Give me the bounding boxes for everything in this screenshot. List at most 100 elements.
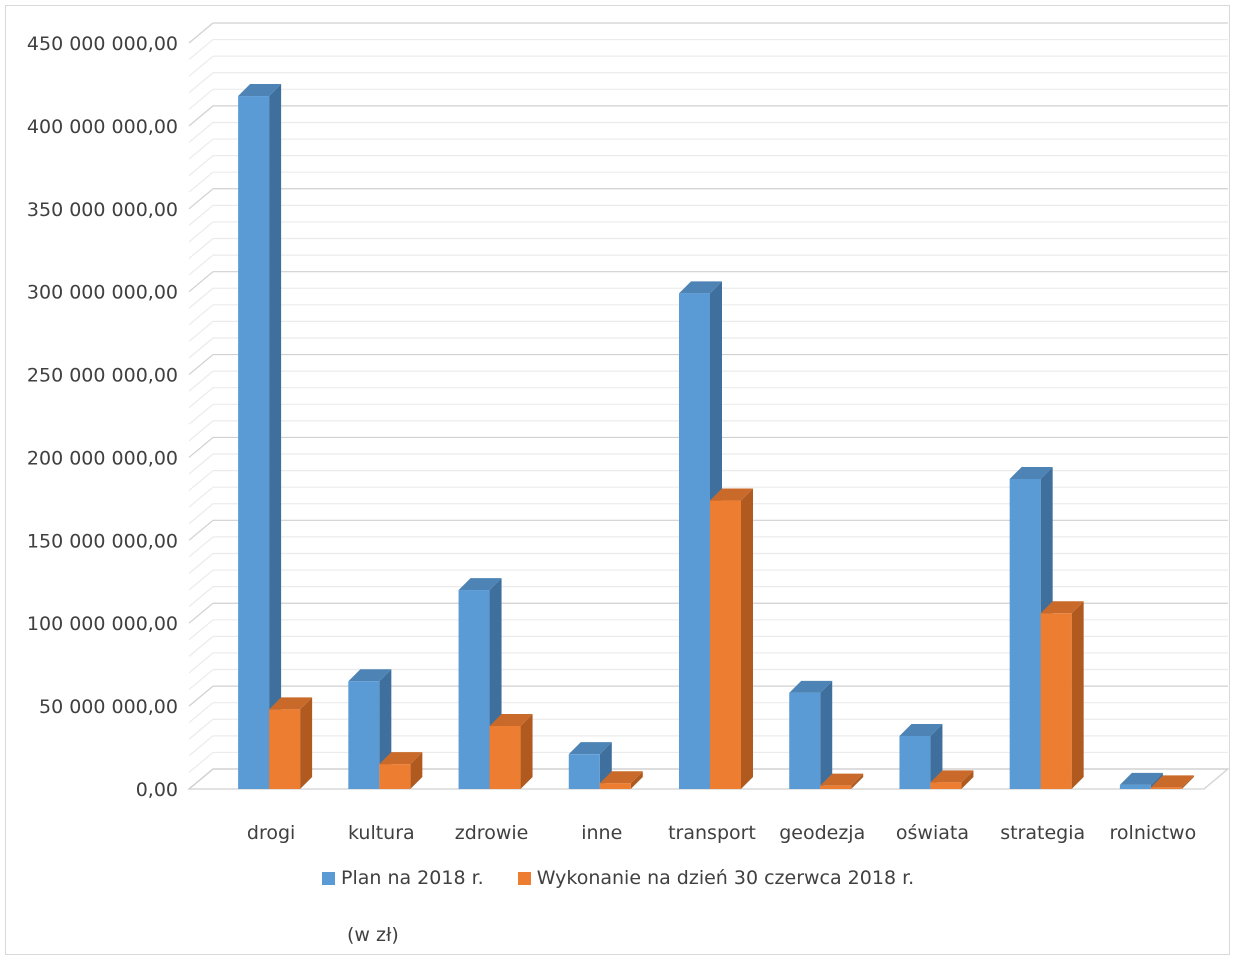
side-wall-gridline	[188, 88, 214, 110]
bar-top	[568, 742, 612, 755]
bar-side	[820, 680, 833, 789]
x-tick-label: kultura	[348, 822, 415, 844]
chart-frame: 450 000 000,00 400 000 000,00 350 000 000,…	[5, 5, 1230, 955]
side-wall-gridline	[188, 586, 214, 608]
x-tick-label: inne	[581, 822, 622, 844]
y-tick-label: 250 000 000,00	[27, 365, 178, 387]
unit-note: (w zł)	[347, 924, 399, 946]
side-wall-gridline	[188, 354, 214, 376]
side-wall-gridline	[188, 188, 214, 210]
side-wall-gridline	[188, 72, 214, 94]
bar-front	[269, 709, 301, 789]
side-wall-gridline	[188, 436, 214, 458]
side-wall-gridline	[188, 304, 214, 326]
x-tick-label: oświata	[896, 822, 969, 844]
bar-side	[1181, 775, 1194, 789]
bar-side	[520, 714, 533, 789]
bar-top	[269, 697, 313, 710]
legend-item-wykonanie: Wykonanie na dzień 30 czerwca 2018 r.	[517, 867, 914, 889]
side-wall-gridline	[188, 204, 214, 226]
side-wall-gridline	[188, 635, 214, 657]
side-wall-gridline	[188, 702, 214, 724]
bar-top	[238, 84, 282, 97]
x-axis: drogi kultura zdrowie inne transport geodezja…	[247, 822, 1196, 844]
y-tick-label: 0,00	[136, 779, 178, 801]
x-tick-label: transport	[668, 822, 756, 844]
side-wall-gridline	[188, 735, 214, 757]
side-wall-gridline	[188, 271, 214, 293]
side-wall-gridline	[188, 221, 214, 243]
bar-side	[930, 723, 943, 789]
bar-front	[238, 96, 270, 789]
side-wall-gridline	[188, 105, 214, 127]
bar-front	[679, 293, 710, 789]
bar	[379, 752, 423, 789]
bar-side	[410, 752, 423, 789]
side-wall-gridline	[188, 370, 214, 392]
side-wall-gridline	[188, 287, 214, 309]
side-wall-gridline	[188, 602, 214, 624]
y-tick-label: 300 000 000,00	[27, 282, 178, 304]
side-wall-gridline	[188, 486, 214, 508]
bar-front	[489, 726, 521, 789]
x-tick-label: zdrowie	[455, 822, 529, 844]
bars	[238, 84, 1194, 789]
side-wall-gridline	[188, 652, 214, 674]
bar-top	[930, 770, 974, 783]
bar	[710, 488, 753, 789]
side-wall-gridline	[188, 39, 214, 61]
bar	[489, 714, 533, 789]
bar-front	[348, 681, 380, 789]
side-wall-gridline	[188, 718, 214, 740]
side-wall-gridline	[188, 254, 214, 276]
y-tick-label: 350 000 000,00	[27, 199, 178, 221]
bar	[820, 773, 864, 789]
bar-chart: 450 000 000,00 400 000 000,00 350 000 000,…	[27, 22, 1230, 844]
bar	[1150, 775, 1194, 789]
side-wall-gridline	[188, 453, 214, 475]
bar	[1040, 601, 1084, 789]
bar-top	[1009, 466, 1053, 479]
side-wall-gridline	[188, 171, 214, 193]
side-wall-gridline	[188, 55, 214, 77]
x-tick-label: geodezja	[779, 822, 865, 844]
bar-front	[379, 764, 411, 789]
bar-front	[1009, 478, 1041, 789]
legend-swatch-wykonanie	[517, 871, 531, 885]
x-tick-label: drogi	[247, 822, 295, 844]
side-wall-gridline	[188, 420, 214, 442]
bar-front	[599, 783, 631, 789]
side-wall-gridline	[188, 387, 214, 409]
y-tick-label: 50 000 000,00	[39, 696, 178, 718]
side-wall-gridline	[188, 320, 214, 342]
side-wall-gridline	[188, 403, 214, 425]
bar-side	[300, 697, 313, 789]
side-wall-gridline	[188, 669, 214, 690]
bar-top	[899, 723, 943, 736]
side-wall-gridline	[188, 470, 214, 492]
bar	[238, 84, 282, 789]
legend-swatch-plan	[322, 871, 335, 885]
side-wall-gridline	[188, 337, 214, 359]
bar-front	[899, 735, 931, 789]
bar	[789, 680, 833, 789]
bar-side	[851, 773, 864, 789]
legend-label-plan: Plan na 2018 r.	[341, 867, 484, 889]
bar-side	[269, 84, 282, 789]
y-tick-label: 450 000 000,00	[27, 33, 178, 55]
bar-top	[458, 578, 502, 591]
bar	[599, 771, 643, 789]
legend-item-plan: Plan na 2018 r.	[322, 867, 484, 889]
bar-top	[599, 771, 643, 784]
bar-side	[741, 488, 753, 789]
bar-front	[710, 500, 741, 789]
bar-top	[820, 773, 864, 786]
bar-front	[1040, 613, 1072, 789]
side-wall-gridline	[188, 138, 214, 160]
floor-plane	[187, 768, 1230, 790]
bar-top	[489, 714, 533, 727]
bar-front	[820, 785, 852, 789]
y-tick-label: 200 000 000,00	[27, 447, 178, 469]
side-wall-gridline	[188, 536, 214, 558]
bar-side	[961, 770, 974, 789]
